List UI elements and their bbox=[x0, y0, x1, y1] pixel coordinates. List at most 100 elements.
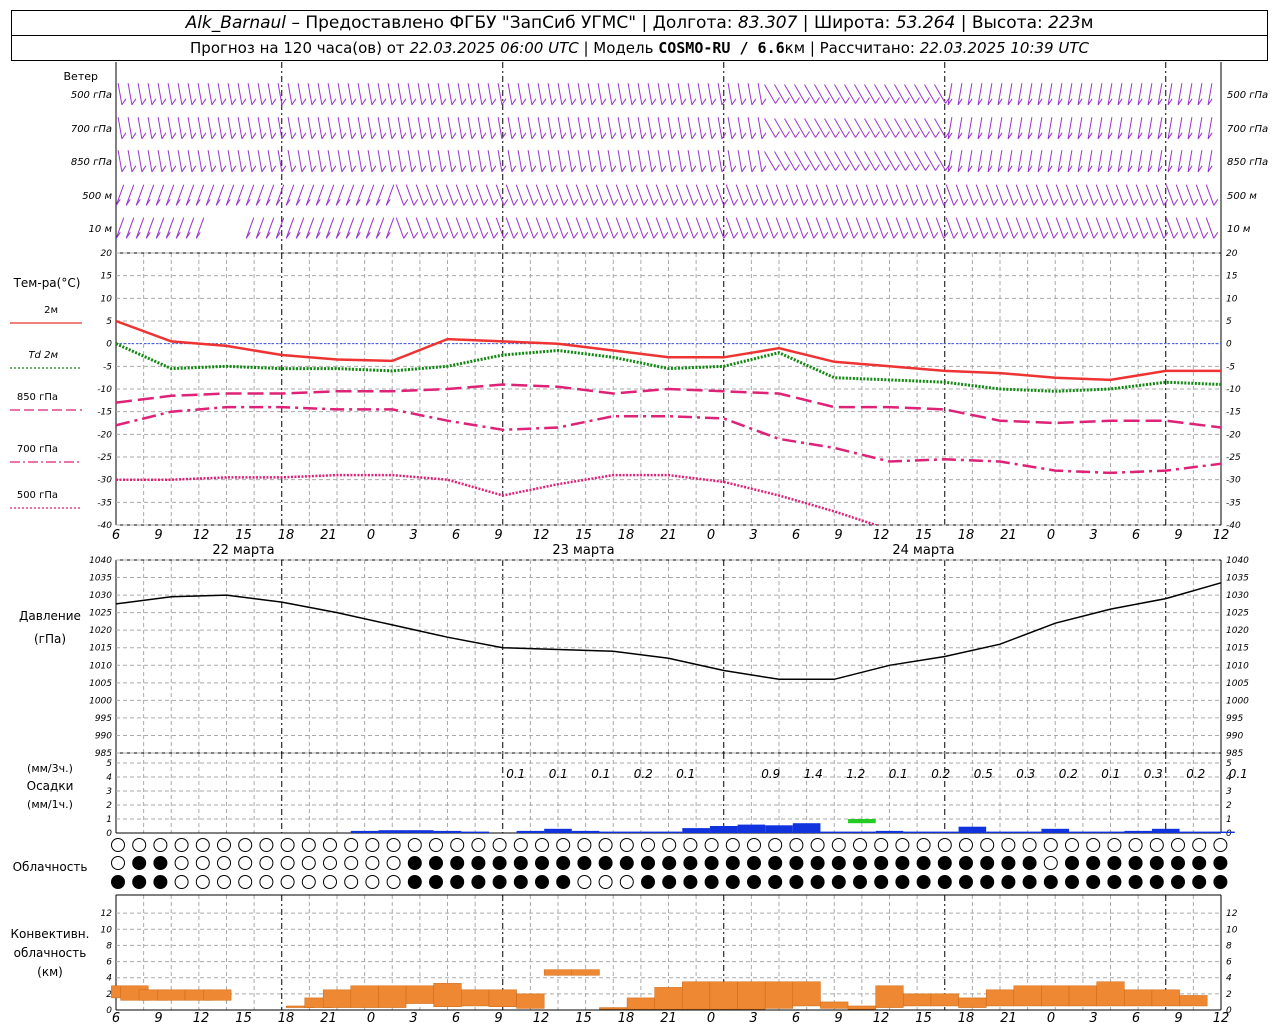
wind-barb bbox=[905, 184, 915, 206]
wind-barb-feather bbox=[171, 165, 177, 173]
cloud-symbol bbox=[683, 875, 698, 889]
wind-barb bbox=[1075, 217, 1085, 239]
wind-barb bbox=[127, 117, 133, 139]
wind-barb-feather bbox=[431, 165, 437, 173]
cloud-symbol bbox=[789, 838, 804, 852]
wind-level-left: 500 гПа bbox=[71, 90, 112, 101]
wind-barb-feather bbox=[355, 232, 361, 239]
wind-barb-feather bbox=[1057, 132, 1063, 140]
wind-barb-feather bbox=[325, 232, 331, 239]
temp-tick-right: 10 bbox=[1226, 294, 1238, 304]
cloud-symbol bbox=[895, 838, 910, 852]
wind-barb bbox=[894, 151, 906, 171]
wind-barb bbox=[1047, 117, 1053, 139]
model-label: | Модель bbox=[578, 39, 659, 57]
wind-barb bbox=[784, 118, 796, 138]
wind-barb-feather bbox=[621, 165, 627, 173]
wind-barb-feather bbox=[845, 164, 850, 171]
wind-barb-feather bbox=[341, 98, 347, 106]
cloud-symbol bbox=[471, 838, 486, 852]
wind-barb bbox=[417, 150, 423, 172]
cloud-symbol bbox=[513, 838, 528, 852]
wind-barb-feather bbox=[375, 199, 381, 206]
wind-barb-feather bbox=[411, 98, 417, 106]
wind-barb bbox=[247, 83, 253, 105]
cloud-symbol bbox=[704, 875, 719, 889]
wind-barb bbox=[357, 150, 363, 172]
wind-barb bbox=[437, 150, 443, 172]
wind-barb bbox=[957, 150, 963, 172]
wind-barb-feather bbox=[541, 165, 547, 173]
wind-barb bbox=[914, 118, 926, 138]
wind-barb-feather bbox=[441, 165, 447, 173]
wind-barb bbox=[157, 150, 163, 172]
wind-barb-feather bbox=[1007, 98, 1013, 106]
wind-barb bbox=[647, 150, 653, 172]
wind-barb-feather bbox=[701, 132, 707, 140]
time-label-top: 0 bbox=[1047, 528, 1055, 543]
wind-barb-feather bbox=[953, 232, 959, 239]
wind-barb bbox=[997, 83, 1003, 105]
precip-bar bbox=[461, 831, 489, 833]
wind-barb bbox=[557, 83, 563, 105]
conv-bar bbox=[764, 981, 794, 1009]
wind-barb bbox=[505, 217, 515, 239]
wind-barb bbox=[824, 118, 836, 138]
wind-barb bbox=[527, 117, 533, 139]
wind-barb-feather bbox=[1083, 232, 1089, 239]
wind-barb-feather bbox=[511, 132, 517, 140]
wind-barb bbox=[1117, 83, 1123, 105]
wind-barb-feather bbox=[611, 132, 617, 140]
cloud-symbol bbox=[323, 856, 337, 870]
wind-barb bbox=[925, 217, 935, 239]
wind-barb-feather bbox=[973, 199, 979, 206]
wind-barb-feather bbox=[1103, 199, 1109, 206]
wind-barb-feather bbox=[191, 98, 197, 106]
wind-barb-feather bbox=[583, 199, 589, 206]
wind-barb bbox=[227, 150, 233, 172]
wind-barb-feather bbox=[443, 199, 449, 206]
cloud-symbol bbox=[1171, 856, 1185, 870]
wind-barb bbox=[295, 217, 305, 239]
wind-barb-feather bbox=[913, 199, 919, 206]
cloud-symbol bbox=[407, 875, 422, 889]
wind-barb bbox=[247, 150, 253, 172]
conv-bar bbox=[157, 989, 186, 1001]
wind-barb bbox=[257, 150, 263, 172]
wind-barb bbox=[285, 184, 295, 206]
cloud-symbol bbox=[810, 875, 825, 889]
wind-barb bbox=[275, 217, 285, 239]
wind-barb-feather bbox=[245, 199, 251, 206]
wind-barb bbox=[617, 83, 623, 105]
wind-barb bbox=[834, 118, 846, 138]
wind-barb-feather bbox=[453, 232, 459, 239]
pres-tick-left: 1040 bbox=[89, 556, 112, 566]
wind-barb bbox=[1025, 184, 1035, 206]
wind-barb bbox=[237, 83, 243, 105]
wind-barb bbox=[455, 217, 465, 239]
wind-barb bbox=[814, 151, 826, 171]
wind-barb bbox=[705, 184, 715, 206]
wind-barb bbox=[647, 117, 653, 139]
wind-barb-feather bbox=[491, 165, 497, 173]
cloud-symbol bbox=[1192, 838, 1207, 852]
wind-barb-feather bbox=[331, 132, 337, 140]
time-label-bottom: 9 bbox=[494, 1011, 502, 1024]
wind-barb bbox=[487, 117, 493, 139]
wind-barb bbox=[717, 83, 723, 105]
wind-barb bbox=[1107, 150, 1113, 172]
wind-barb-feather bbox=[453, 199, 459, 206]
wind-barb bbox=[747, 117, 753, 139]
precip-total: 0.1 bbox=[591, 767, 610, 781]
wind-barb bbox=[794, 118, 806, 138]
precip-bar bbox=[958, 826, 987, 833]
wind-barb bbox=[695, 184, 705, 206]
conv-bar bbox=[682, 981, 711, 1010]
conv-bar bbox=[488, 989, 517, 1008]
cloud-symbol bbox=[1149, 838, 1164, 852]
cloud-symbol bbox=[980, 856, 995, 870]
wind-barb-feather bbox=[331, 165, 337, 173]
wind-barb bbox=[1057, 83, 1063, 105]
conv-tick-right: 6 bbox=[1226, 958, 1232, 968]
wind-barb-feather bbox=[1023, 199, 1029, 206]
